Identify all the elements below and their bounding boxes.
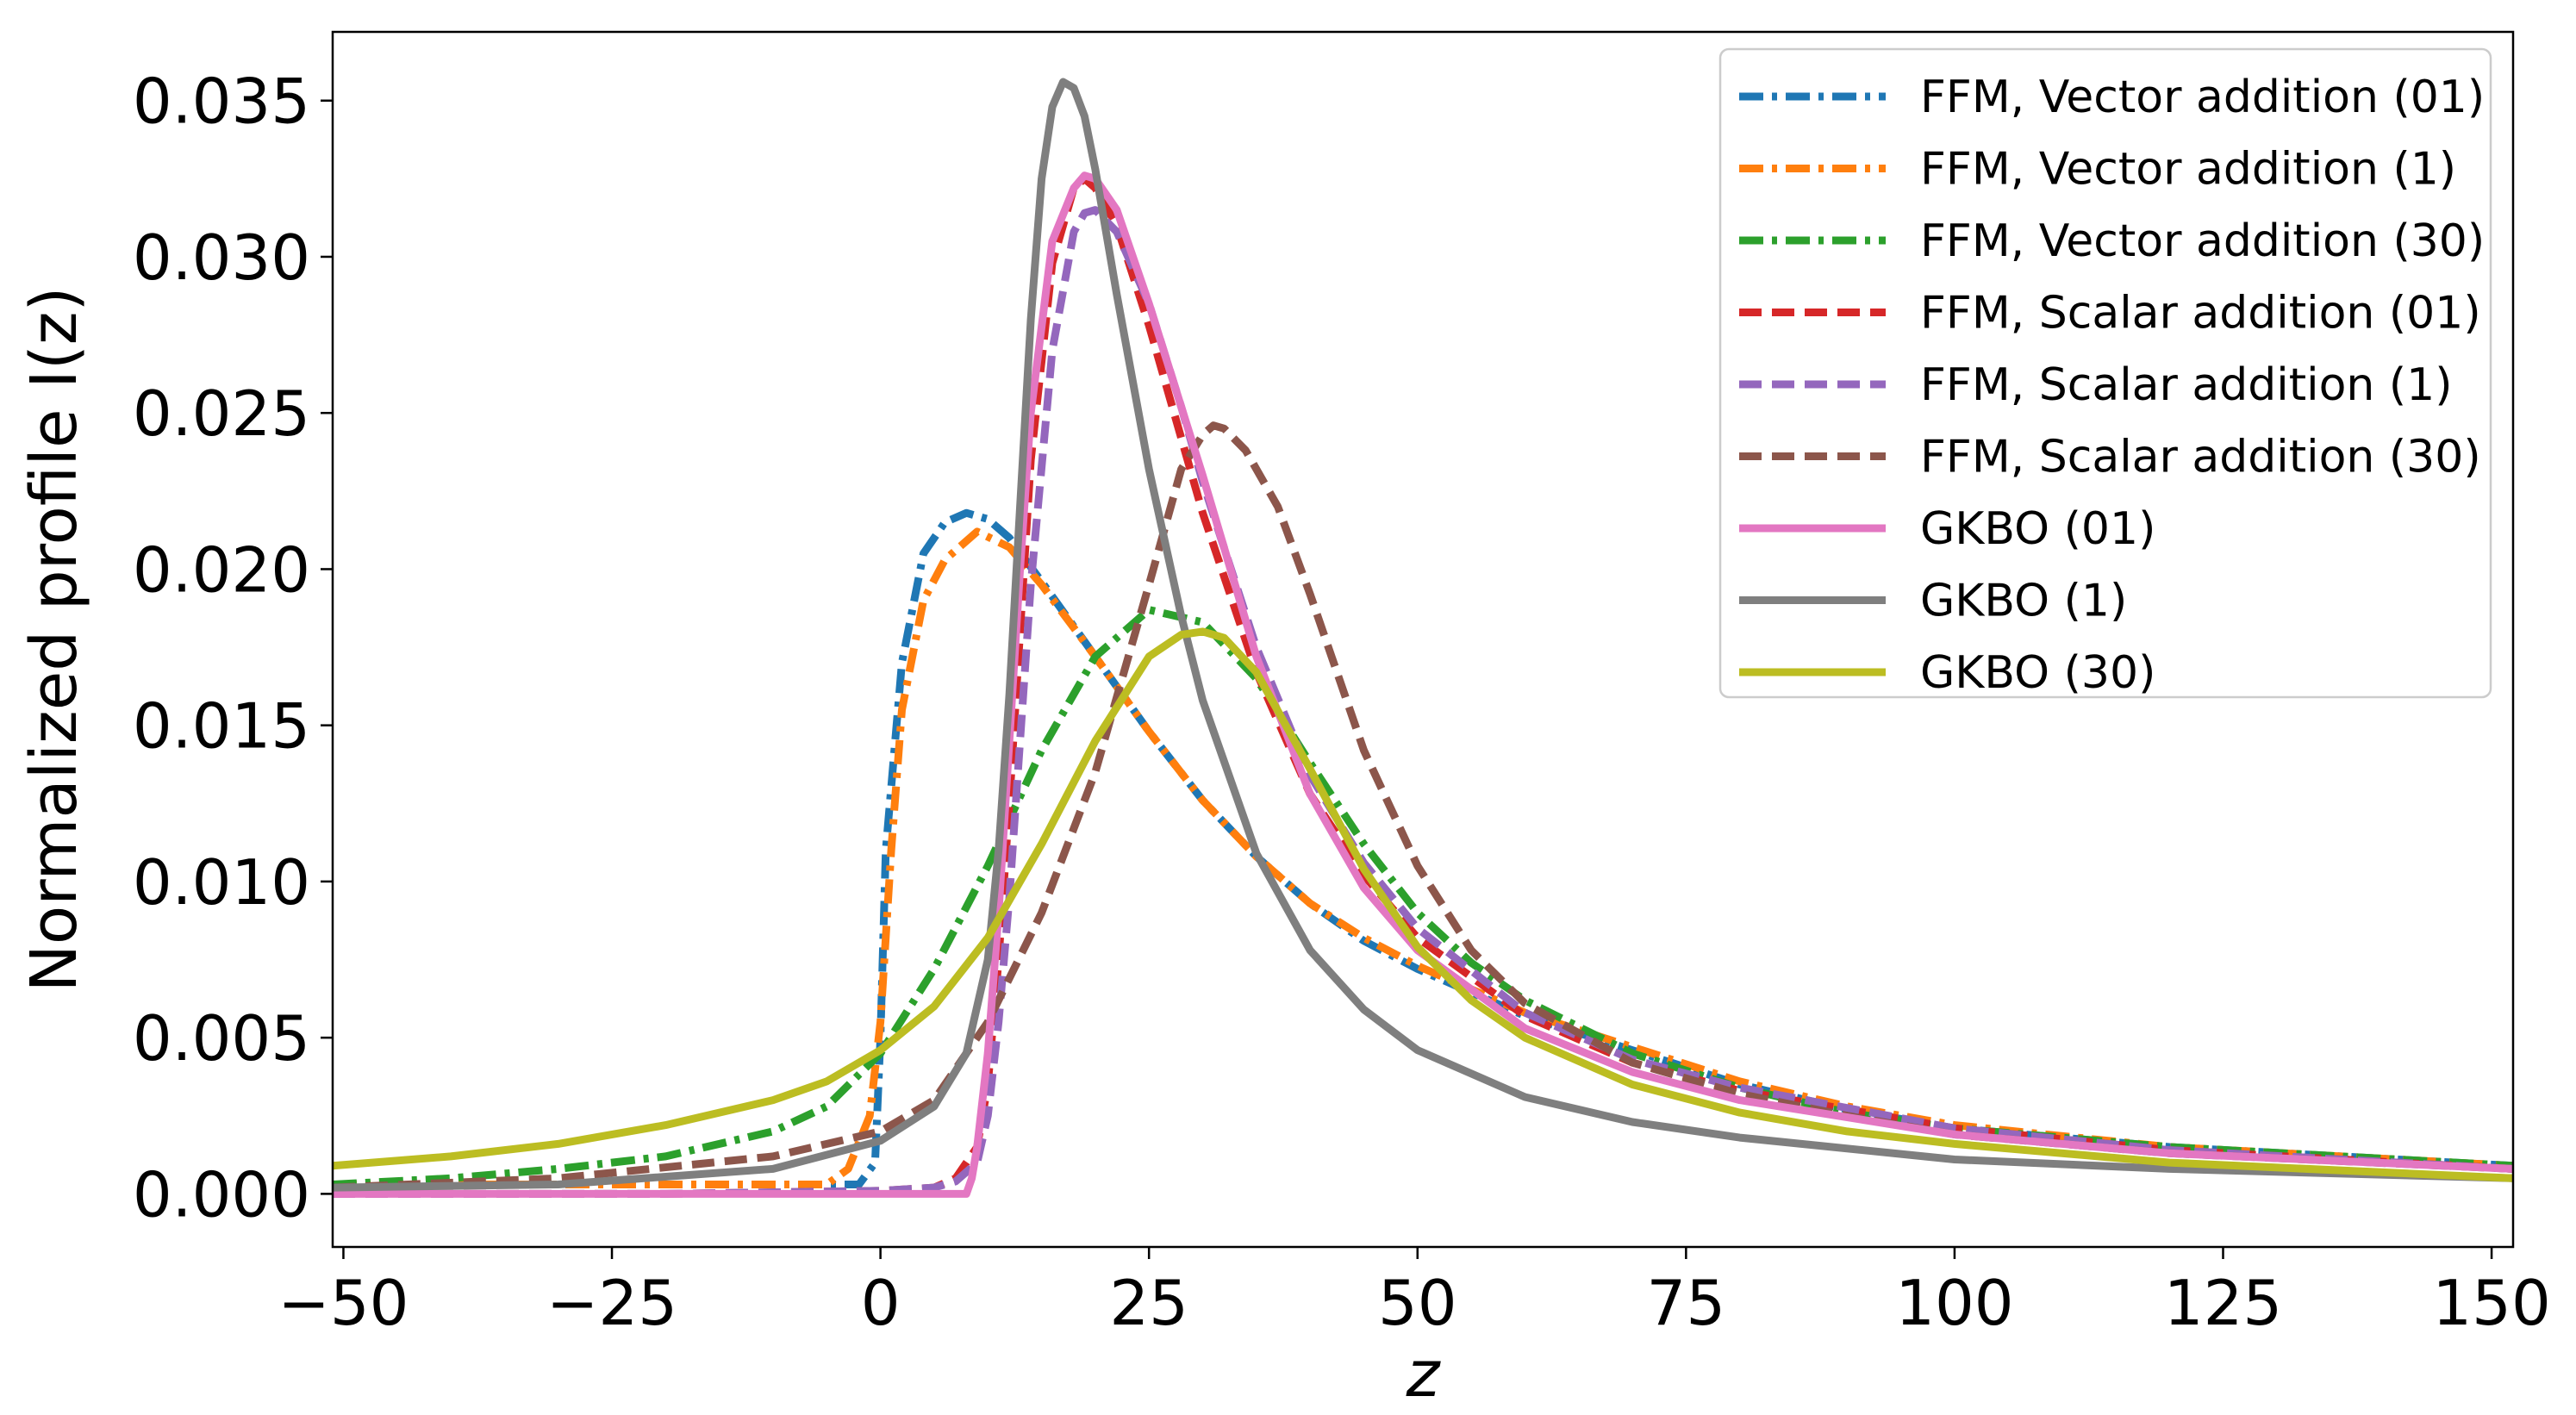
series-line-1: [333, 508, 2513, 1188]
legend-label: FFM, Vector addition (30): [1920, 215, 2485, 267]
x-tick-label: −50: [278, 1267, 409, 1339]
legend-label: GKBO (01): [1920, 503, 2155, 555]
x-tick-label: 75: [1647, 1267, 1726, 1339]
legend-label: FFM, Scalar addition (30): [1920, 432, 2481, 483]
x-axis-label: z: [1406, 1337, 1442, 1412]
series-line-8: [333, 78, 2513, 1192]
series-line-2: [333, 527, 2513, 1188]
series-layer: [333, 78, 2513, 1198]
x-tick-label: 25: [1109, 1267, 1188, 1339]
y-tick-label: 0.030: [133, 221, 310, 294]
y-tick-label: 0.015: [133, 690, 310, 763]
x-tick-label: 0: [861, 1267, 901, 1339]
series-line-7: [333, 171, 2513, 1198]
y-tick-label: 0.025: [133, 377, 310, 450]
legend-label: GKBO (30): [1920, 647, 2155, 699]
x-tick-label: 100: [1895, 1267, 2013, 1339]
x-tick-label: −25: [546, 1267, 677, 1339]
y-tick-label: 0.005: [133, 1002, 310, 1075]
legend: FFM, Vector addition (01) FFM, Vector add…: [1718, 47, 2492, 699]
y-tick-label: 0.000: [133, 1158, 310, 1231]
legend-label: FFM, Vector addition (1): [1920, 144, 2456, 196]
y-tick-label: 0.035: [133, 65, 310, 138]
series-line-9: [333, 627, 2513, 1182]
y-tick-label: 0.020: [133, 533, 310, 606]
legend-label: FFM, Scalar addition (1): [1920, 359, 2453, 411]
x-tick-label: 50: [1378, 1267, 1457, 1339]
x-tick-label: 150: [2432, 1267, 2550, 1339]
legend-box: [1718, 47, 2492, 699]
x-axis-ticks: −50 −25 0 25 50 75 100 125 150: [278, 1247, 2551, 1339]
x-tick-label: 125: [2164, 1267, 2282, 1339]
y-axis-label: Normalized profile I(z): [17, 287, 91, 993]
plot-frame: [331, 30, 2515, 1249]
legend-label: FFM, Vector addition (01): [1920, 72, 2485, 123]
y-axis-ticks: 0.000 0.005 0.010 0.015 0.020 0.025 0.030 0.035: [133, 65, 333, 1231]
legend-label: GKBO (1): [1920, 576, 2127, 627]
y-tick-label: 0.010: [133, 846, 310, 919]
legend-label: FFM, Scalar addition (01): [1920, 288, 2481, 340]
